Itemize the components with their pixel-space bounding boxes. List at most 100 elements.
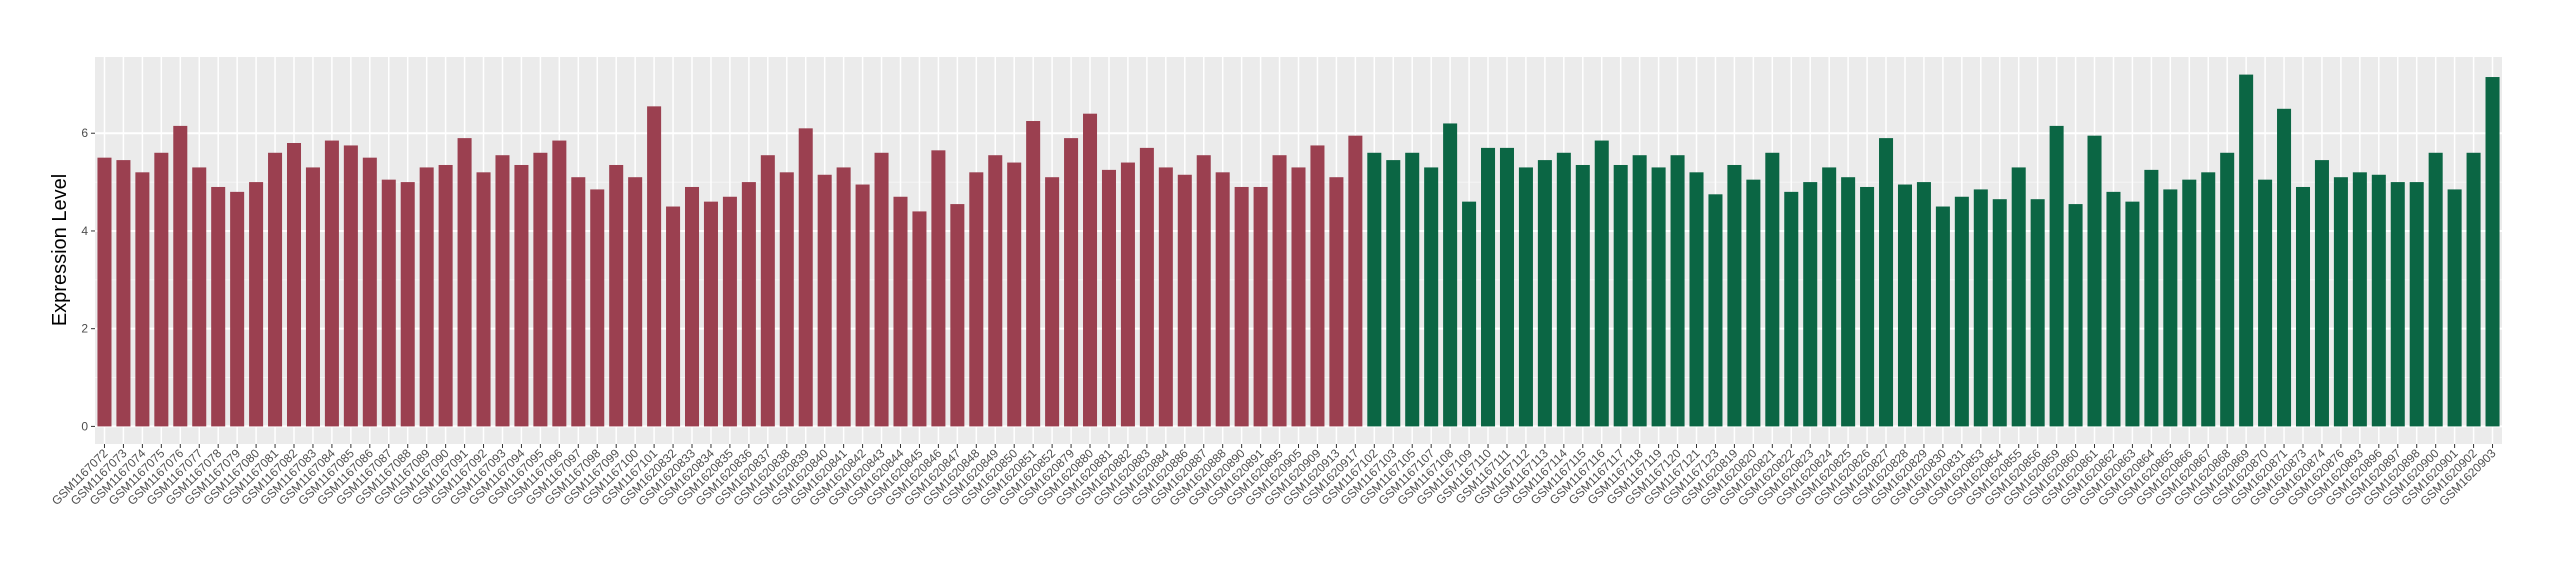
bar: [931, 150, 946, 427]
bar: [1670, 155, 1685, 427]
bar: [1234, 186, 1249, 427]
bar: [2258, 179, 2273, 427]
bar: [533, 152, 548, 427]
bar: [173, 125, 188, 427]
bar: [2371, 174, 2386, 427]
y-tick-label: 4: [81, 224, 88, 238]
bar: [1158, 167, 1173, 427]
bar: [1348, 135, 1363, 427]
bar: [476, 172, 491, 427]
bar: [1897, 184, 1913, 427]
bar: [760, 155, 775, 427]
bar: [722, 196, 737, 427]
bar: [1026, 121, 1041, 427]
bar: [552, 140, 567, 427]
bar: [1424, 167, 1439, 427]
bar: [2466, 152, 2481, 427]
bar: [1765, 152, 1780, 427]
bar: [2409, 182, 2424, 427]
bar: [381, 179, 396, 427]
bar: [1803, 182, 1818, 427]
bar: [609, 164, 624, 427]
bar: [514, 164, 529, 427]
bar: [268, 152, 283, 427]
bar: [1386, 160, 1401, 427]
bar: [2201, 172, 2216, 427]
bar: [419, 167, 434, 427]
bar: [2087, 135, 2102, 427]
bar: [2314, 160, 2329, 427]
bar: [1405, 152, 1420, 427]
bar: [2220, 152, 2235, 427]
bar: [741, 182, 756, 427]
bar: [571, 177, 586, 427]
bar: [703, 201, 718, 427]
bar: [97, 157, 112, 427]
bar: [1935, 206, 1950, 427]
bar: [666, 206, 681, 427]
bar: [1537, 160, 1552, 427]
bar: [343, 145, 358, 427]
bar: [1253, 186, 1268, 427]
bar: [1177, 174, 1192, 427]
bar: [1727, 164, 1742, 427]
bar: [324, 140, 339, 427]
bar: [798, 128, 813, 427]
bar: [1329, 177, 1344, 427]
bar: [1746, 179, 1761, 427]
bar: [1575, 164, 1590, 427]
bar: [1860, 186, 1875, 427]
bar: [2428, 152, 2443, 427]
bar: [1443, 123, 1458, 427]
bar: [628, 177, 643, 427]
bar: [1632, 155, 1647, 427]
bar: [2333, 177, 2348, 427]
bar: [2485, 77, 2500, 427]
bar: [1689, 172, 1704, 427]
bar: [1613, 164, 1628, 427]
bar: [874, 152, 889, 427]
bar: [1954, 196, 1969, 427]
y-tick-label: 6: [81, 126, 88, 140]
bar: [2390, 182, 2405, 427]
bar: [2295, 186, 2311, 427]
bar: [362, 157, 377, 427]
bar: [1215, 172, 1230, 427]
bar: [1064, 138, 1079, 427]
bar: [950, 204, 965, 427]
bar: [779, 172, 794, 427]
bar: [457, 138, 472, 427]
bar: [1291, 167, 1306, 427]
bar: [2352, 172, 2367, 427]
bar: [988, 155, 1003, 427]
bar: [438, 164, 453, 427]
bar: [1916, 182, 1931, 427]
bar: [1556, 152, 1571, 427]
bar: [1272, 155, 1287, 427]
bar: [1822, 167, 1837, 427]
bar: [893, 196, 908, 427]
bar: [1879, 138, 1894, 427]
bar: [192, 167, 207, 427]
bar: [2239, 74, 2254, 427]
bar: [836, 167, 851, 427]
bar: [2030, 199, 2045, 427]
bar: [2068, 204, 2083, 427]
bar: [1462, 201, 1477, 427]
bar: [1784, 191, 1799, 427]
bar: [1120, 162, 1135, 427]
bar: [249, 182, 264, 427]
bar: [1045, 177, 1060, 427]
bar: [1101, 169, 1116, 427]
bar: [1083, 113, 1098, 427]
bar: [135, 172, 150, 427]
bar: [647, 106, 662, 427]
bar: [2144, 169, 2159, 427]
bar: [305, 167, 320, 427]
bar: [1196, 155, 1211, 427]
bar: [1973, 189, 1988, 427]
bar: [590, 189, 605, 427]
bar: [2125, 201, 2140, 427]
bar: [2106, 191, 2121, 427]
